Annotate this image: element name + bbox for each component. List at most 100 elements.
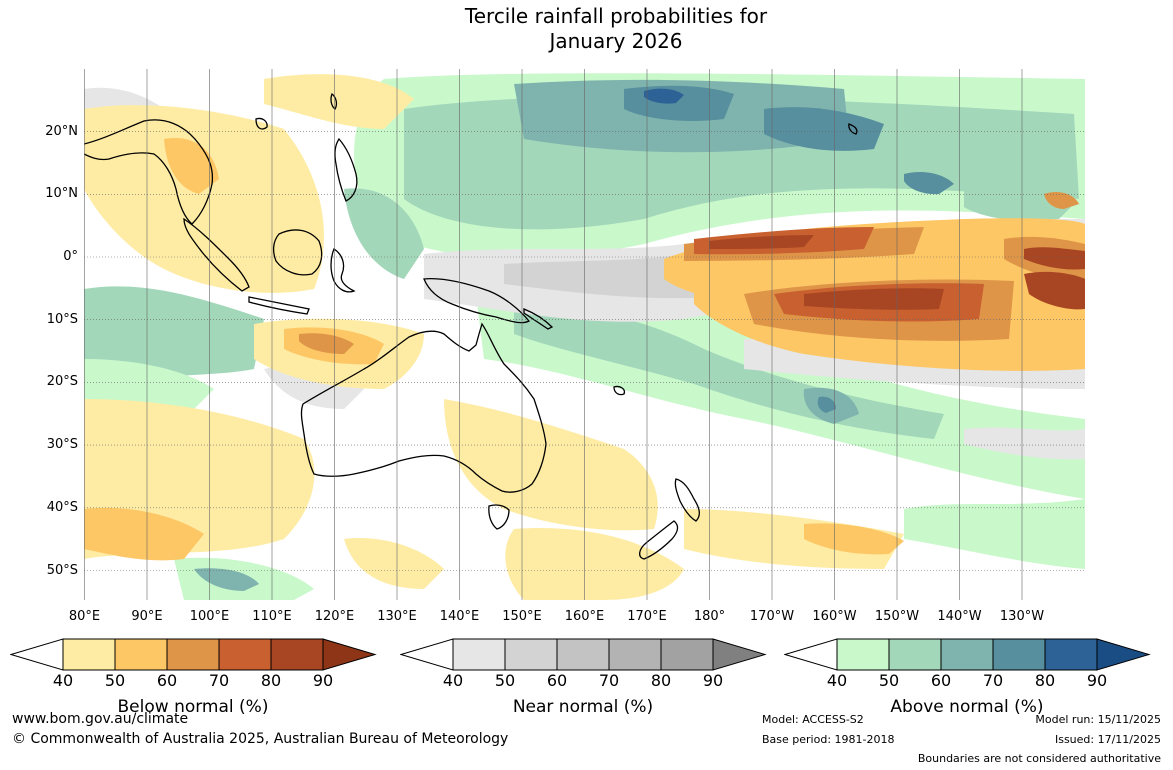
map-canvas bbox=[84, 69, 1085, 600]
latitude-label: 10°S bbox=[46, 311, 78, 327]
longitude-label: 130°W bbox=[999, 609, 1045, 624]
longitude-label: 140°E bbox=[439, 609, 480, 624]
colorbar-tick-label: 50 bbox=[878, 671, 900, 690]
colorbar-tick-label: 90 bbox=[1086, 671, 1108, 690]
solomons-coastline bbox=[523, 308, 554, 330]
issued-text: Issued: 17/11/2025 bbox=[1054, 733, 1161, 746]
new-zealand-south-coastline bbox=[639, 520, 679, 560]
longitude-label: 140°W bbox=[937, 609, 982, 624]
colorbar-segment bbox=[1044, 638, 1098, 671]
colorbar-tick-label: 80 bbox=[1034, 671, 1056, 690]
website-text: www.bom.gov.au/climate bbox=[12, 711, 189, 727]
model-text: Model: ACCESS-S2 bbox=[762, 713, 864, 726]
colorbar-extend-high bbox=[1096, 638, 1151, 671]
colorbar-tick-label: 70 bbox=[208, 671, 230, 690]
title-line-1: Tercile rainfall probabilities for bbox=[464, 4, 768, 28]
longitude-label: 180° bbox=[693, 609, 726, 624]
taiwan-coastline bbox=[330, 92, 338, 110]
colorbar-segment bbox=[608, 638, 662, 671]
title-line-2: January 2026 bbox=[549, 29, 683, 53]
latitude-label: 50°S bbox=[46, 562, 78, 578]
new-guinea-coastline bbox=[423, 278, 530, 324]
latitude-label: 40°S bbox=[46, 499, 78, 515]
colorbar-tick-label: 90 bbox=[312, 671, 334, 690]
colorbar-tick-label: 80 bbox=[650, 671, 672, 690]
philippines-coastline bbox=[334, 137, 358, 202]
java-coastline bbox=[248, 296, 310, 315]
below-normal-colorbar bbox=[10, 638, 377, 671]
colorbar-segment bbox=[992, 638, 1046, 671]
hawaii-coastline bbox=[848, 123, 858, 135]
tasmania-coastline bbox=[488, 504, 510, 530]
colorbar-segment bbox=[504, 638, 558, 671]
longitude-label: 110°E bbox=[252, 609, 292, 624]
near-normal-legend-title: Near normal (%) bbox=[512, 697, 654, 717]
boundaries-disclaimer: Boundaries are not considered authoritat… bbox=[917, 752, 1161, 765]
longitude-label: 170°W bbox=[749, 609, 795, 624]
colorbar-segment bbox=[218, 638, 272, 671]
colorbar-tick-label: 70 bbox=[598, 671, 620, 690]
colorbar-tick-label: 40 bbox=[52, 671, 74, 690]
latitude-label: 20°N bbox=[45, 123, 78, 139]
australia-coastline bbox=[300, 322, 547, 493]
latitude-label: 20°S bbox=[46, 374, 78, 390]
map-title: Tercile rainfall probabilities for Janua… bbox=[0, 4, 1173, 54]
model-run-text: Model run: 15/11/2025 bbox=[1035, 713, 1161, 726]
colorbar-segment bbox=[62, 638, 116, 671]
colorbar-segment bbox=[660, 638, 714, 671]
above-normal-legend-title: Above normal (%) bbox=[890, 697, 1044, 717]
copyright-text: © Commonwealth of Australia 2025, Austra… bbox=[12, 731, 509, 747]
below-normal-legend-title: Below normal (%) bbox=[117, 697, 269, 717]
colorbar-tick-label: 60 bbox=[546, 671, 568, 690]
longitude-label: 120°E bbox=[314, 609, 355, 624]
colorbar-tick-label: 70 bbox=[982, 671, 1004, 690]
sulawesi-coastline bbox=[330, 248, 356, 293]
longitude-label: 150°E bbox=[502, 609, 542, 624]
above-normal-patches bbox=[84, 73, 1085, 600]
colorbar-extend-low bbox=[400, 638, 454, 671]
below-normal-patches bbox=[84, 74, 1085, 600]
longitude-label: 160°E bbox=[564, 609, 605, 624]
longitude-label: 80°E bbox=[68, 609, 101, 624]
colorbar-segment bbox=[836, 638, 890, 671]
colorbar-segment bbox=[452, 638, 506, 671]
new-zealand-north-coastline bbox=[674, 478, 700, 522]
colorbar-tick-label: 80 bbox=[260, 671, 282, 690]
near-normal-colorbar bbox=[400, 638, 767, 671]
longitude-label: 170°E bbox=[627, 609, 667, 624]
borneo-coastline bbox=[272, 229, 323, 276]
colorbar-segment bbox=[166, 638, 220, 671]
colorbar-extend-low bbox=[10, 638, 64, 671]
longitude-label: 150°W bbox=[874, 609, 920, 624]
latitude-label: 0° bbox=[63, 249, 78, 264]
coastlines bbox=[84, 92, 858, 560]
colorbar-extend-high bbox=[322, 638, 377, 671]
base-period-text: Base period: 1981-2018 bbox=[762, 733, 895, 746]
colorbar-tick-label: 50 bbox=[104, 671, 126, 690]
probability-map bbox=[84, 69, 1085, 600]
colorbar-tick-label: 40 bbox=[826, 671, 848, 690]
mainland-asia-coastline bbox=[84, 119, 214, 225]
colorbar-segment bbox=[270, 638, 324, 671]
graticule bbox=[84, 69, 1085, 600]
colorbar-extend-low bbox=[784, 638, 838, 671]
latitude-label: 30°S bbox=[46, 437, 78, 453]
colorbar-segment bbox=[888, 638, 942, 671]
colorbar-tick-label: 50 bbox=[494, 671, 516, 690]
longitude-label: 100°E bbox=[189, 609, 230, 624]
hainan-coastline bbox=[255, 117, 268, 130]
sumatra-coastline bbox=[183, 217, 250, 292]
colorbar-extend-high bbox=[712, 638, 767, 671]
longitude-label: 160°W bbox=[812, 609, 857, 624]
colorbar-segment bbox=[556, 638, 610, 671]
fiji-coastline bbox=[613, 385, 626, 396]
latitude-label: 10°N bbox=[45, 186, 78, 202]
colorbar-tick-label: 60 bbox=[930, 671, 952, 690]
above-normal-colorbar bbox=[784, 638, 1151, 671]
longitude-label: 90°E bbox=[131, 609, 163, 624]
colorbar-segment bbox=[940, 638, 994, 671]
colorbar-tick-label: 60 bbox=[156, 671, 178, 690]
colorbar-tick-label: 40 bbox=[442, 671, 464, 690]
colorbar-tick-label: 90 bbox=[702, 671, 724, 690]
longitude-label: 130°E bbox=[377, 609, 417, 624]
